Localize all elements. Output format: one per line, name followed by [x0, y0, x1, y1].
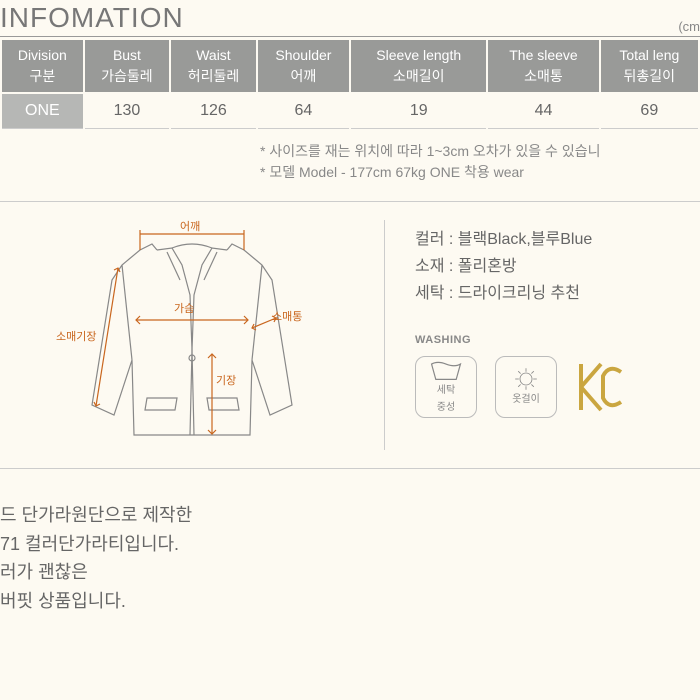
th-shoulder: Shoulder어깨: [258, 40, 349, 92]
kc-mark-icon: [575, 360, 625, 414]
cell-waist: 126: [171, 94, 256, 129]
desc-line-3: 러가 괜찮은: [0, 558, 700, 587]
cell-sleeve-length: 19: [351, 94, 486, 129]
label-shoulder: 어깨: [180, 218, 200, 234]
cell-shoulder: 64: [258, 94, 349, 129]
washing-title: WASHING: [415, 331, 700, 350]
info-color: 컬러 : 블랙Black,블루Blue: [415, 226, 700, 253]
care-icons-row: 세탁 중성 옷걸이: [415, 356, 700, 418]
th-division: Division구분: [2, 40, 83, 92]
table-header-row: Division구분 Bust가슴둘레 Waist허리둘레 Shoulder어깨…: [2, 40, 698, 92]
product-description: 드 단가라원단으로 제작한 71 컬러단가라티입니다. 러가 괜찮은 버핏 상품…: [0, 493, 700, 616]
th-bust: Bust가슴둘레: [85, 40, 170, 92]
cell-total-length: 69: [601, 94, 698, 129]
th-sleeve-width: The sleeve소매통: [488, 40, 598, 92]
label-bust: 가슴: [174, 300, 194, 316]
label-sleeve-width: 소매통: [272, 308, 302, 324]
dry-sun-icon: 옷걸이: [495, 356, 557, 418]
size-table: Division구분 Bust가슴둘레 Waist허리둘레 Shoulder어깨…: [0, 38, 700, 131]
product-info: 컬러 : 블랙Black,블루Blue 소재 : 폴리혼방 세탁 : 드라이크리…: [385, 220, 700, 450]
garment-diagram: 어깨 가슴 소매통 소매기장 기장: [62, 220, 322, 450]
cell-bust: 130: [85, 94, 170, 129]
row-label: ONE: [2, 94, 83, 129]
th-total-length: Total leng뒤총길이: [601, 40, 698, 92]
table-row: ONE 130 126 64 19 44 69: [2, 94, 698, 129]
note-line-2: * 모델 Model - 177cm 67kg ONE 착용 wear: [260, 162, 700, 183]
cell-sleeve-width: 44: [488, 94, 598, 129]
wash-label-1: 세탁: [437, 382, 455, 399]
label-length: 기장: [216, 372, 236, 388]
desc-line-2: 71 컬러단가라티입니다.: [0, 530, 700, 559]
desc-line-1: 드 단가라원단으로 제작한: [0, 501, 700, 530]
th-sleeve-length: Sleeve length소매길이: [351, 40, 486, 92]
dry-label: 옷걸이: [512, 391, 540, 408]
info-wash: 세탁 : 드라이크리닝 추천: [415, 280, 700, 307]
wash-basin-icon: 세탁 중성: [415, 356, 477, 418]
jacket-svg: [62, 220, 322, 450]
garment-diagram-wrap: 어깨 가슴 소매통 소매기장 기장: [0, 220, 385, 450]
desc-line-4: 버핏 상품입니다.: [0, 587, 700, 616]
wash-label-2: 중성: [437, 399, 455, 416]
size-notes: * 사이즈를 재는 위치에 따라 1~3cm 오차가 있을 수 있습니 * 모델…: [0, 141, 700, 183]
th-waist: Waist허리둘레: [171, 40, 256, 92]
info-panel: 어깨 가슴 소매통 소매기장 기장 컬러 : 블랙Black,블루Blue 소재…: [0, 201, 700, 469]
label-sleeve-length: 소매기장: [56, 328, 96, 344]
note-line-1: * 사이즈를 재는 위치에 따라 1~3cm 오차가 있을 수 있습니: [260, 141, 700, 162]
info-material: 소재 : 폴리혼방: [415, 253, 700, 280]
